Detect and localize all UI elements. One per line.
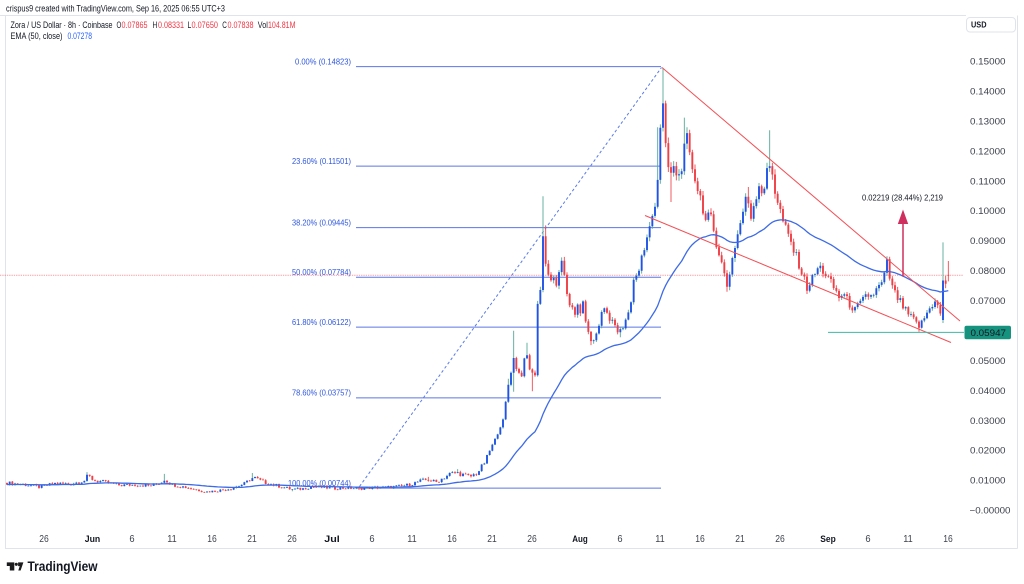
- svg-text:0.02219 (28.44%) 2,219: 0.02219 (28.44%) 2,219: [862, 193, 943, 203]
- svg-text:26: 26: [39, 534, 49, 545]
- svg-text:0.15000: 0.15000: [970, 57, 1006, 67]
- svg-text:Jun: Jun: [85, 534, 101, 544]
- svg-text:TradingView: TradingView: [28, 559, 98, 574]
- svg-text:11: 11: [903, 534, 913, 545]
- svg-text:0.00% (0.14823): 0.00% (0.14823): [295, 56, 351, 66]
- svg-text:crispus9 created with TradingV: crispus9 created with TradingView.com, S…: [6, 4, 225, 14]
- svg-text:0.07278: 0.07278: [68, 31, 93, 41]
- svg-text:21: 21: [487, 534, 497, 545]
- svg-text:0.07838: 0.07838: [228, 20, 254, 30]
- svg-text:100.00% (0.00744): 100.00% (0.00744): [288, 478, 351, 488]
- svg-text:EMA (50, close): EMA (50, close): [11, 31, 63, 41]
- svg-text:Jul: Jul: [324, 534, 340, 544]
- svg-text:0.07000: 0.07000: [970, 296, 1006, 306]
- svg-text:0.02000: 0.02000: [970, 446, 1006, 456]
- svg-text:78.60% (0.03757): 78.60% (0.03757): [292, 388, 351, 398]
- svg-text:16: 16: [207, 534, 217, 545]
- svg-text:0.08331: 0.08331: [158, 20, 184, 30]
- svg-text:L: L: [188, 20, 192, 30]
- svg-text:0.07650: 0.07650: [192, 20, 219, 30]
- svg-text:38.20% (0.09445): 38.20% (0.09445): [292, 217, 351, 227]
- svg-text:26: 26: [287, 534, 297, 545]
- svg-text:Zora / US Dollar · 8h · Coinba: Zora / US Dollar · 8h · Coinbase: [11, 20, 113, 30]
- svg-text:21: 21: [735, 534, 745, 545]
- svg-text:6: 6: [369, 534, 375, 545]
- svg-text:0.05947: 0.05947: [971, 328, 1007, 338]
- svg-text:16: 16: [695, 534, 705, 545]
- svg-text:11: 11: [407, 534, 417, 545]
- svg-text:16: 16: [943, 534, 953, 545]
- svg-text:H: H: [153, 20, 158, 30]
- svg-text:61.80% (0.06122): 61.80% (0.06122): [292, 317, 351, 327]
- svg-text:0.12000: 0.12000: [970, 146, 1006, 156]
- svg-text:6: 6: [129, 534, 135, 545]
- svg-text:0.03000: 0.03000: [970, 416, 1006, 426]
- svg-text:26: 26: [775, 534, 785, 545]
- svg-text:0.08000: 0.08000: [970, 266, 1006, 276]
- svg-text:21: 21: [247, 534, 257, 545]
- svg-text:16: 16: [447, 534, 457, 545]
- svg-text:−0.00000: −0.00000: [970, 506, 1011, 516]
- svg-text:6: 6: [865, 534, 871, 545]
- svg-text:0.01000: 0.01000: [970, 476, 1006, 486]
- svg-text:50.00% (0.07784): 50.00% (0.07784): [292, 267, 351, 277]
- svg-text:11: 11: [167, 534, 177, 545]
- svg-text:0.09000: 0.09000: [970, 236, 1006, 246]
- svg-text:0.11000: 0.11000: [970, 176, 1006, 186]
- svg-text:104.81M: 104.81M: [268, 20, 296, 30]
- svg-text:Sep: Sep: [820, 534, 836, 544]
- svg-text:Aug: Aug: [572, 534, 588, 544]
- svg-text:USD: USD: [971, 21, 987, 30]
- svg-text:6: 6: [617, 534, 623, 545]
- svg-text:0.07865: 0.07865: [122, 20, 148, 30]
- svg-text:Vol: Vol: [258, 20, 268, 30]
- svg-text:0.14000: 0.14000: [970, 86, 1006, 96]
- svg-text:C: C: [222, 20, 227, 30]
- svg-text:23.60% (0.11501): 23.60% (0.11501): [292, 156, 351, 166]
- svg-text:0.10000: 0.10000: [970, 206, 1006, 216]
- svg-text:26: 26: [527, 534, 537, 545]
- svg-text:11: 11: [655, 534, 665, 545]
- svg-text:0.04000: 0.04000: [970, 386, 1006, 396]
- svg-text:O: O: [117, 20, 122, 30]
- svg-text:0.13000: 0.13000: [970, 116, 1006, 126]
- svg-text:0.05000: 0.05000: [970, 356, 1006, 366]
